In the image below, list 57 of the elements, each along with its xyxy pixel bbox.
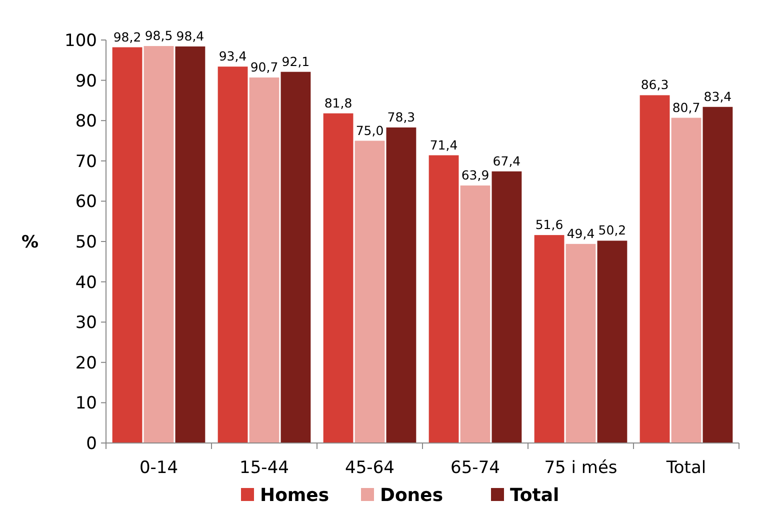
bar — [175, 46, 206, 443]
legend-label: Total — [510, 485, 560, 506]
x-tick-label: 15-44 — [240, 458, 289, 478]
y-axis-title: % — [21, 232, 39, 252]
y-tick-label: 0 — [86, 434, 97, 454]
data-label: 51,6 — [535, 217, 564, 232]
y-tick-label: 30 — [75, 313, 97, 334]
x-tick-label: 75 i més — [544, 458, 618, 478]
bar — [671, 118, 702, 443]
data-label: 86,3 — [640, 77, 669, 92]
x-tick-label: 65-74 — [450, 458, 500, 478]
bar — [460, 185, 490, 443]
bar — [640, 95, 670, 443]
y-tick-label: 80 — [75, 112, 97, 132]
data-label: 98,5 — [144, 28, 173, 44]
y-tick-label: 40 — [75, 272, 97, 293]
bar — [218, 66, 248, 443]
y-tick-label: 10 — [75, 394, 97, 414]
data-label: 98,4 — [176, 28, 204, 44]
data-label: 50,2 — [598, 222, 626, 238]
bar — [492, 171, 522, 443]
data-label: 81,8 — [324, 95, 352, 110]
bar — [112, 47, 142, 443]
data-label: 75,0 — [356, 122, 384, 138]
data-label: 83,4 — [704, 88, 732, 104]
data-label: 92,1 — [282, 54, 310, 69]
y-tick-label: 20 — [75, 353, 97, 374]
bar — [428, 155, 459, 443]
bar — [323, 113, 354, 443]
bar — [249, 77, 280, 443]
x-tick-label: Total — [665, 458, 706, 478]
y-tick-label: 50 — [75, 232, 97, 252]
data-label: 71,4 — [430, 137, 458, 152]
data-label: 78,3 — [387, 109, 416, 124]
data-label: 90,7 — [250, 59, 278, 74]
legend-label: Dones — [380, 485, 444, 506]
y-tick-label: 70 — [75, 152, 97, 172]
bar — [566, 244, 596, 443]
x-tick-label: 0-14 — [139, 458, 178, 478]
y-tick-label: 100 — [64, 30, 97, 51]
bar — [597, 240, 628, 443]
legend-label: Homes — [260, 485, 330, 506]
data-label: 67,4 — [492, 153, 521, 168]
data-label: 98,2 — [113, 29, 142, 44]
data-label: 49,4 — [566, 226, 595, 241]
bar — [702, 106, 733, 443]
bar — [354, 140, 385, 443]
y-tick-label: 90 — [75, 71, 97, 92]
x-tick-label: 45-64 — [345, 458, 394, 478]
data-label: 93,4 — [218, 48, 247, 64]
bar — [144, 46, 174, 443]
y-tick-label: 60 — [75, 192, 97, 212]
bar — [386, 127, 416, 443]
data-label: 63,9 — [461, 167, 490, 182]
bar — [280, 72, 311, 443]
bar — [534, 235, 564, 443]
data-label: 80,7 — [672, 100, 700, 115]
